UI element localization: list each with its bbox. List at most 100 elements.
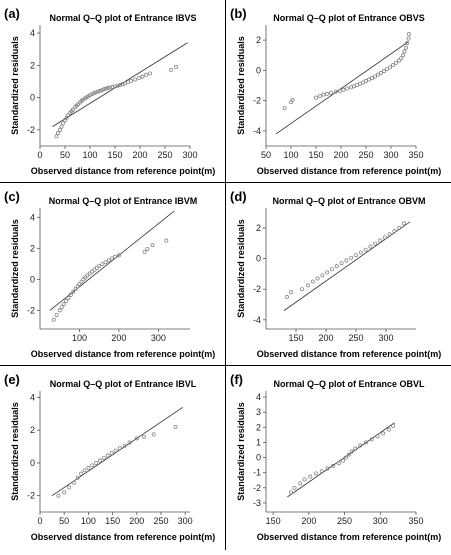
y-tick-label: 0: [30, 274, 35, 284]
x-tick-label: 200: [301, 516, 316, 526]
data-point: [397, 58, 401, 63]
data-point: [174, 64, 178, 69]
y-tick-label: 2: [30, 425, 35, 435]
data-point: [325, 270, 330, 275]
data-point: [363, 247, 368, 252]
x-axis-label: Observed distance from reference point(m…: [257, 532, 442, 542]
data-point: [62, 490, 67, 495]
data-point: [59, 305, 64, 310]
data-point: [75, 475, 80, 480]
data-point: [117, 446, 122, 451]
data-point: [71, 289, 76, 294]
data-point: [79, 471, 84, 476]
y-tick-label: -2: [253, 284, 261, 294]
data-point: [329, 90, 333, 95]
panel-label: (e): [4, 372, 20, 387]
y-tick-label: 0: [256, 65, 261, 75]
data-point: [338, 88, 342, 93]
panel-label: (b): [230, 6, 247, 21]
data-point: [285, 294, 289, 299]
data-point: [399, 56, 403, 61]
x-axis-label: Observed distance from reference point(m…: [31, 532, 216, 542]
y-tick-label: 4: [256, 392, 261, 402]
x-tick-label: 0: [37, 516, 42, 526]
data-point: [344, 455, 348, 460]
x-tick-label: 250: [337, 516, 352, 526]
x-tick-label: 200: [111, 333, 126, 343]
data-point: [61, 302, 66, 307]
y-tick-label: -4: [253, 315, 261, 325]
y-tick-label: -2: [253, 96, 261, 106]
data-point: [373, 241, 378, 246]
data-point: [120, 82, 125, 87]
x-tick-label: 150: [105, 516, 120, 526]
x-tick-label: 300: [383, 150, 398, 160]
data-point: [75, 284, 80, 289]
data-point: [364, 440, 368, 445]
chart-panel: (b) Normal Q–Q plot of Entrance OBVS 50 100…: [230, 6, 441, 176]
data-point: [133, 77, 137, 82]
data-point: [282, 106, 287, 111]
x-tick-label: 200: [318, 333, 333, 343]
data-point: [102, 87, 106, 92]
data-point: [103, 260, 108, 265]
x-tick-label: 100: [82, 150, 97, 160]
data-point: [94, 90, 98, 95]
data-point: [320, 273, 325, 278]
y-tick-label: 4: [30, 212, 35, 222]
data-point: [137, 75, 141, 80]
data-point: [71, 480, 76, 485]
data-point: [86, 94, 90, 99]
data-point: [321, 92, 326, 97]
data-point: [106, 85, 110, 90]
x-tick-label: 250: [157, 150, 172, 160]
data-point: [142, 434, 146, 439]
data-point: [83, 275, 88, 280]
data-point: [144, 72, 148, 77]
data-point: [378, 238, 382, 243]
x-tick-label: 100: [81, 516, 96, 526]
y-axis-label: Standardized residuals: [236, 36, 246, 135]
data-point: [105, 453, 110, 458]
data-point: [90, 463, 95, 468]
x-axis-label: Observed distance from reference point(m…: [31, 349, 216, 359]
data-point: [392, 229, 397, 233]
data-point: [345, 86, 349, 91]
x-tick-label: 300: [373, 516, 388, 526]
data-point: [298, 481, 303, 486]
data-point: [113, 448, 118, 453]
data-point: [113, 84, 117, 89]
data-point: [104, 86, 108, 91]
chart-title: Normal Q–Q plot of Entrance IBVS: [49, 13, 196, 23]
x-tick-label: 300: [178, 516, 193, 526]
x-tick-label: 250: [348, 333, 363, 343]
y-tick-label: 4: [30, 28, 35, 38]
data-point: [401, 53, 405, 58]
data-point: [387, 232, 392, 237]
data-point: [101, 456, 106, 460]
y-tick-label: 3: [256, 407, 261, 417]
data-point: [379, 70, 383, 75]
chart-title: Normal Q–Q plot of Entrance IBVM: [49, 196, 198, 206]
data-point: [56, 131, 60, 136]
data-point: [376, 72, 380, 77]
data-point: [108, 85, 112, 90]
data-point: [341, 87, 346, 92]
x-axis-label: Observed distance from reference point(m…: [257, 166, 442, 176]
data-point: [306, 283, 310, 288]
data-point: [302, 477, 307, 482]
y-tick-label: -2: [27, 491, 35, 501]
data-point: [145, 247, 150, 252]
data-point: [129, 79, 133, 83]
y-tick-label: 2: [256, 35, 261, 45]
data-point: [90, 92, 94, 97]
data-point: [57, 308, 62, 313]
x-tick-label: 100: [72, 333, 87, 343]
data-point: [51, 317, 56, 322]
data-point: [67, 485, 71, 490]
data-point: [308, 474, 313, 479]
data-point: [90, 269, 95, 274]
data-point: [314, 471, 318, 476]
data-point: [334, 89, 338, 94]
